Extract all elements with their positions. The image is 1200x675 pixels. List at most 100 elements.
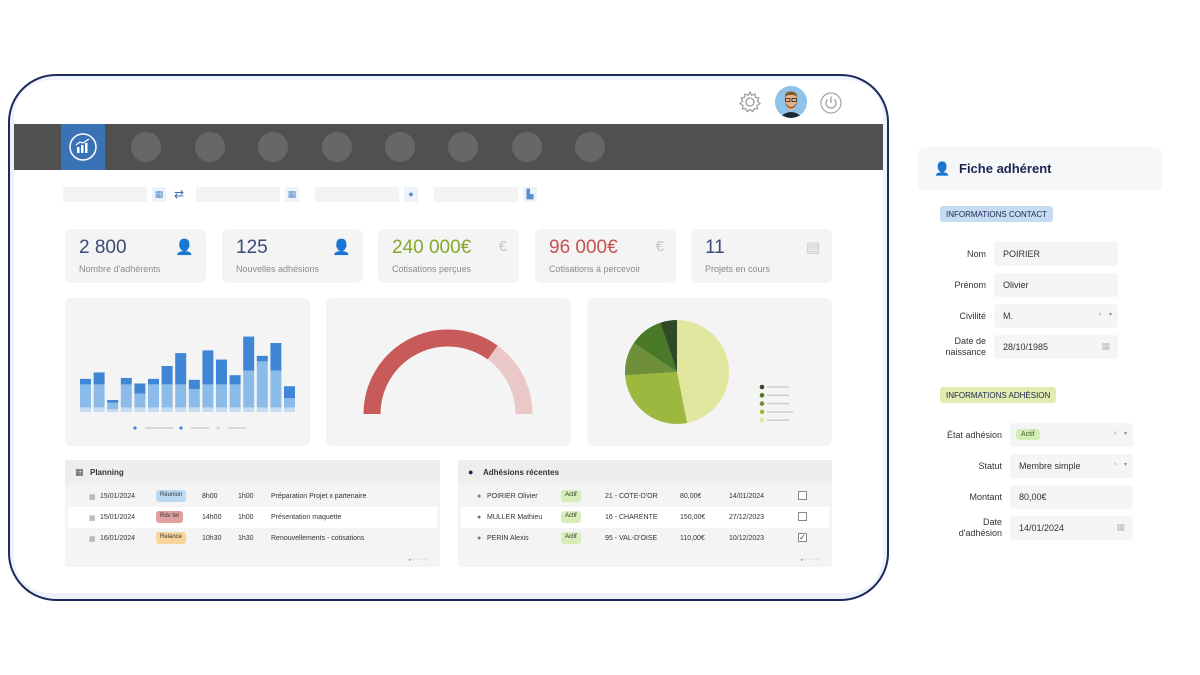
calendar-icon[interactable]: ▦ [1116,522,1125,532]
pagination[interactable]: ◂ ‹ · · · › [800,557,818,563]
row-date: 15/01/2024 [100,493,136,500]
row-date: 14/01/2024 [729,493,765,500]
contact-section-label: INFORMATIONS CONTACT [940,206,1054,222]
legend-dot [759,384,765,390]
pie-chart [625,320,793,424]
table-row[interactable]: ● POIRIER Olivier Actif 21 - COTE-D'OR 8… [461,486,829,507]
table-row[interactable]: ● MULLER Mathieu Actif 16 - CHARENTE 150… [461,507,829,528]
nav-item-6[interactable] [385,132,415,162]
user-icon[interactable]: ● [404,187,418,202]
etat-select[interactable]: Actif × ▾ [1010,423,1133,447]
naissance-field[interactable]: 28/10/1985 ▦ [994,335,1118,359]
chevron-down-icon[interactable]: ▾ [1123,462,1127,468]
euro-icon: € [498,238,507,255]
pie-chart-panel [587,298,832,446]
bar-segment [270,407,282,412]
row-amount: 80,00€ [680,493,702,500]
row-amount: 110,00€ [680,535,705,542]
date-adhesion-field[interactable]: 14/01/2024 ▦ [1010,516,1133,540]
bar-segment [107,409,119,412]
etat-label: État adhésion [946,430,1002,440]
bar-segment [175,353,187,385]
row-checkbox-checked[interactable]: ✓ [798,533,807,542]
calendar-icon[interactable]: ▦ [152,187,166,202]
legend-line [767,402,789,405]
member-filter-input[interactable] [315,187,399,202]
planning-title: Planning [90,468,124,477]
row-start: 8h00 [202,493,218,500]
type-tag: Réunion [156,490,187,502]
montant-field[interactable]: 80,00€ [1010,485,1133,509]
bar-segment [148,407,159,412]
clear-icon[interactable]: × [1098,312,1102,318]
table-row[interactable]: ▦ 15/01/2024 Rdv tel 14h00 1h00 Présenta… [68,507,437,528]
kpi-card-collected: 240 000€ Cotisations perçues € [378,229,519,283]
statut-label: Statut [978,461,1002,471]
building-icon[interactable]: ▙ [523,187,537,202]
pie-slice [625,372,688,424]
clear-icon[interactable]: × [1113,431,1117,437]
swap-arrows-icon[interactable]: ⇄ [174,187,185,201]
gauge-remaining-arc [487,345,533,415]
bar-segment [256,355,268,362]
field-row-civilite: Civilité M. × ▾ [918,304,1162,328]
nav-item-2[interactable] [131,132,161,162]
field-row-montant: Montant 80,00€ [918,485,1162,509]
naissance-value: 28/10/1985 [1003,342,1049,352]
status-badge: Actif [561,532,581,544]
row-dept: 95 - VAL-D'OISE [605,535,658,542]
legend-line [767,411,793,413]
bar-segment [284,398,295,408]
bar-segment [175,384,187,408]
date-start-input[interactable] [63,187,147,202]
gauge-chart [363,329,533,415]
structure-filter-input[interactable] [434,187,518,202]
nav-item-3[interactable] [195,132,225,162]
civilite-select[interactable]: M. × ▾ [994,304,1118,328]
member-sheet-header: 👤 Fiche adhérent [918,147,1162,190]
table-row[interactable]: ● PERIN Alexis Actif 95 - VAL-D'OISE 110… [461,528,829,549]
calendar-icon[interactable]: ▦ [1101,341,1110,351]
user-icon: ● [477,514,482,521]
bar-segment [93,384,105,408]
gear-icon[interactable] [738,90,762,114]
nav-item-5[interactable] [322,132,352,162]
power-icon[interactable] [820,92,842,114]
bar-segment [243,407,255,412]
nav-item-4[interactable] [258,132,288,162]
bar-segment [284,386,295,399]
row-date: 15/01/2024 [100,514,136,521]
row-checkbox[interactable] [798,512,807,521]
legend-dot [179,426,183,430]
prenom-field[interactable]: Olivier [994,273,1118,297]
chevron-down-icon[interactable]: ▾ [1108,312,1112,318]
bar-segment [80,407,91,412]
field-row-etat: État adhésion Actif × ▾ [918,423,1162,447]
nav-dashboard[interactable] [61,124,105,170]
bar-segment [161,407,173,412]
kpi-value: 96 000€ [549,237,618,258]
date-end-input[interactable] [196,187,280,202]
nav-item-9[interactable] [575,132,605,162]
clear-icon[interactable]: × [1113,462,1117,468]
bar-segment [229,384,241,408]
statut-select[interactable]: Membre simple × ▾ [1010,454,1133,478]
bar-segment [120,384,132,408]
calendar-icon[interactable]: ▦ [285,187,299,202]
nom-field[interactable]: POIRIER [994,242,1118,266]
nav-item-7[interactable] [448,132,478,162]
pagination[interactable]: ◂ ‹ · · · › [408,557,426,563]
kpi-label: Nombre d'adhérents [79,264,161,274]
row-desc: Préparation Projet x partenaire [271,493,367,500]
row-start: 14h00 [202,514,222,521]
adhesions-header: ● Adhésions récentes [458,460,832,484]
chevron-down-icon[interactable]: ▾ [1123,431,1127,437]
table-row[interactable]: ▦ 15/01/2024 Réunion 8h00 1h00 Préparati… [68,486,437,507]
kpi-label: Cotisations à percevoir [549,264,641,274]
row-checkbox[interactable] [798,491,807,500]
dashboard-chart-icon [69,133,97,161]
nav-item-8[interactable] [512,132,542,162]
bar-segment [148,384,159,408]
avatar[interactable] [775,86,807,118]
table-row[interactable]: ▦ 16/01/2024 Relance 10h30 1h30 Renouvel… [68,528,437,549]
